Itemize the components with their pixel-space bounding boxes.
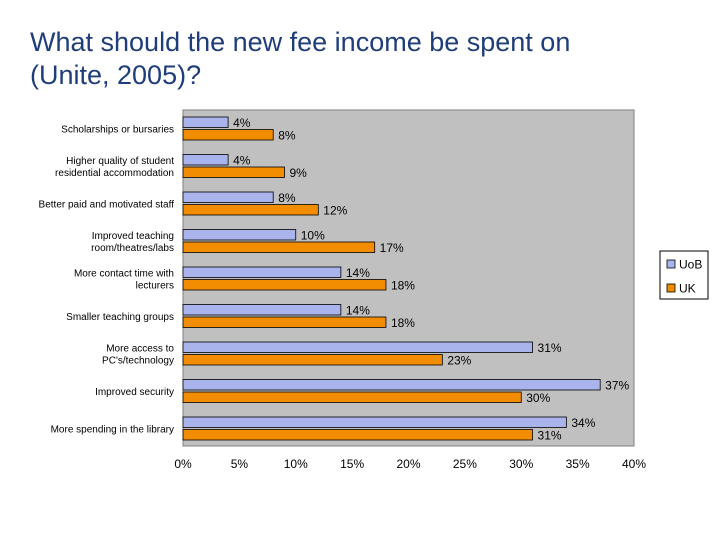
value-label-uk-2: 9% [289,166,307,180]
slide-title: What should the new fee income be spent … [30,26,690,92]
bar-uk-7 [182,354,443,366]
value-label-uk-1: 8% [278,129,296,143]
legend-label-uk: UK [679,282,696,296]
bar-uk-9 [182,429,533,441]
value-label-uk-8: 30% [526,391,550,405]
bar-uob-5 [182,266,342,278]
value-label-uk-3: 12% [323,204,347,218]
legend-label-uob: UoB [679,258,702,272]
category-label-2-line-2: residential accommodation [55,168,174,179]
category-label-5-line-2: lecturers [136,281,174,292]
value-labels-group: 4% 8% 4% 9% 8% 12% 10% 17% 14% 18% 14% 18% 31% 23% 37%… [233,116,629,443]
category-label-7-line-1: More access to [106,344,174,355]
x-tick-label-1: 5% [231,457,249,471]
bar-uk-3 [182,204,319,216]
x-tick-label-3: 15% [340,457,364,471]
x-tick-label-2: 10% [284,457,308,471]
legend: UoB UK [659,250,709,300]
category-label-8: Improved security [95,387,174,398]
slide-title-line-2: (Unite, 2005)? [30,60,202,90]
bar-uk-1 [182,129,274,141]
bar-uob-9 [182,416,567,428]
bar-uk-6 [182,316,387,328]
category-label-6: Smaller teaching groups [66,312,174,323]
category-label-5-line-1: More contact time with [74,269,174,280]
category-label-7-line-2: PC's/technology [102,356,174,367]
value-label-uk-9: 31% [538,429,562,443]
category-label-4-line-1: Improved teaching [92,231,174,242]
x-tick-label-4: 20% [396,457,420,471]
bar-uob-2 [182,154,229,166]
x-tick-label-5: 25% [453,457,477,471]
value-label-uk-5: 18% [391,279,415,293]
value-label-uob-9: 34% [571,416,595,430]
bar-uob-6 [182,304,342,316]
bar-uk-8 [182,391,522,403]
value-label-uob-1: 4% [233,116,251,130]
x-tick-label-8: 40% [622,457,646,471]
value-label-uob-5: 14% [346,266,370,280]
value-label-uk-6: 18% [391,316,415,330]
value-label-uob-8: 37% [605,379,629,393]
bar-uob-3 [182,191,274,203]
category-label-3: Better paid and motivated staff [39,200,175,211]
bar-uob-1 [182,116,229,128]
value-label-uob-2: 4% [233,154,251,168]
category-label-1: Scholarships or bursaries [61,125,174,136]
bar-uk-4 [182,241,376,253]
bar-uk-2 [182,166,285,178]
bar-uob-7 [182,341,533,353]
value-label-uob-6: 14% [346,304,370,318]
value-label-uk-7: 23% [447,354,471,368]
x-tick-label-0: 0% [174,457,192,471]
slide-title-line-1: What should the new fee income be spent … [30,27,571,57]
category-label-4-line-2: room/theatres/labs [91,243,174,254]
value-label-uob-4: 10% [301,229,325,243]
category-label-2-line-1: Higher quality of student [66,156,174,167]
x-tick-label-6: 30% [509,457,533,471]
category-labels-group: Scholarships or bursaries Higher quality … [39,125,175,436]
value-label-uk-4: 17% [380,241,404,255]
bar-uk-5 [182,279,387,291]
x-tick-label-7: 35% [566,457,590,471]
value-label-uob-3: 8% [278,191,296,205]
bar-uob-4 [182,229,297,241]
x-axis-ticks-group: 0% 5% 10% 15% 20% 25% 30% 35% 40% [174,457,646,471]
value-label-uob-7: 31% [538,341,562,355]
bars-group [182,116,601,441]
category-label-9: More spending in the library [51,425,174,436]
legend-swatch-uk [666,283,676,293]
bar-uob-8 [182,379,601,391]
legend-swatch-uob [666,259,676,269]
